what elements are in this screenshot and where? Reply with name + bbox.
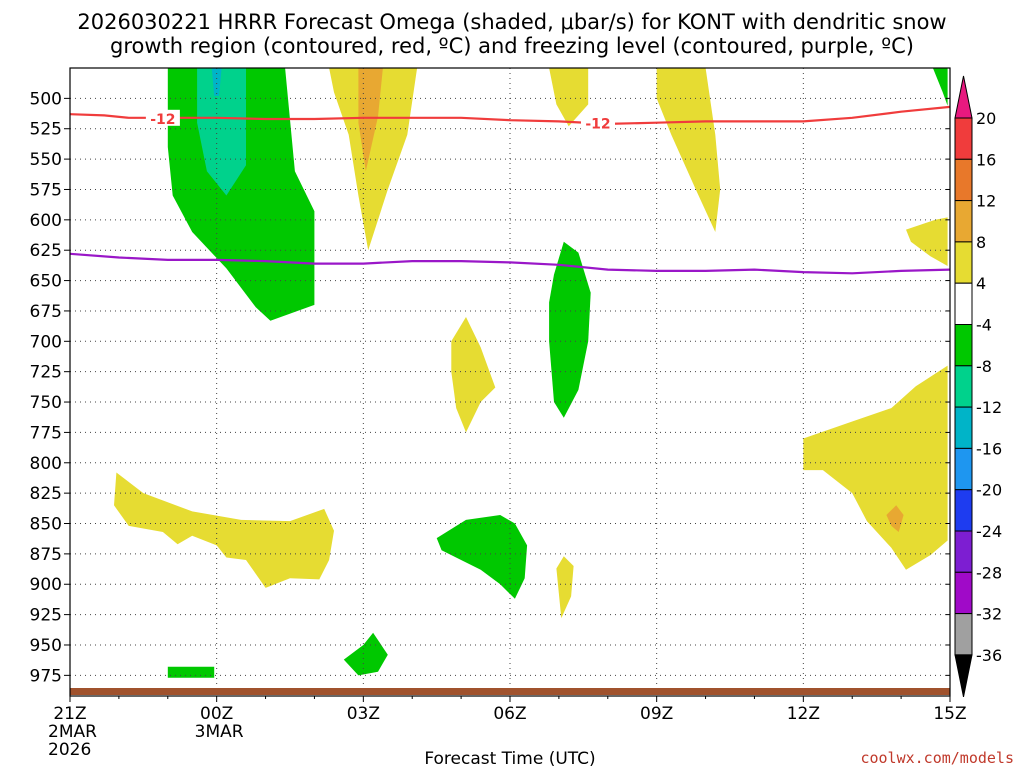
omega-region-7 [906,217,948,266]
x-year-label-2026: 2026 [48,740,91,760]
colorbar-swatch-13 [954,613,973,656]
colorbar-label-16: 16 [976,150,996,169]
pressure-axis: 500 525 550 575 600 625 650 675 700 725 750 775 800 8… [30,89,950,686]
omega-region-4 [358,68,383,172]
y-tick-label-525: 525 [30,120,62,140]
y-tick-label-800: 800 [30,454,62,474]
x-tick-label-09Z: 09Z [640,704,673,724]
ground-surface-bar [70,688,950,695]
x-tick-label-06Z: 06Z [493,704,526,724]
y-tick-label-900: 900 [30,575,62,595]
omega-region-2 [211,68,222,96]
omega-region-8 [932,68,948,106]
x-tick-label-00Z: 00Z [200,704,233,724]
y-tick-label-625: 625 [30,241,62,261]
y-tick-label-500: 500 [30,89,62,109]
omega-region-11 [114,472,334,588]
omega-region-12 [436,515,528,599]
x-tick-label-15Z: 15Z [933,704,966,724]
omega-region-1 [197,68,246,196]
x-tick-label-12Z: 12Z [787,704,820,724]
colorbar-label--20: -20 [976,481,1002,500]
colorbar-label-12: 12 [976,192,996,211]
colorbar-swatch-5 [954,282,973,326]
contour-label-bg [581,114,615,131]
y-tick-label-650: 650 [30,272,62,292]
colorbar-swatch-8 [954,406,973,449]
dendritic-contour-label-0: -12 [150,112,175,128]
y-tick-label-750: 750 [30,393,62,413]
colorbar-top-arrow [954,75,973,119]
colorbar-swatch-12 [954,571,973,615]
colorbar-label--32: -32 [976,605,1002,624]
omega-region-16 [803,365,948,570]
x-tick-label-21Z: 21Z [53,704,86,724]
y-tick-label-925: 925 [30,606,62,626]
colorbar-label--28: -28 [976,563,1002,582]
y-tick-label-575: 575 [30,180,62,200]
omega-region-17 [886,505,904,532]
colorbar-swatch-6 [954,324,973,367]
colorbar-label-8: 8 [976,233,986,252]
colorbar-swatch-10 [954,489,973,532]
y-tick-label-875: 875 [30,545,62,565]
omega-region-5 [549,68,589,127]
dendritic-contour-label-1: -12 [585,117,610,133]
omega-region-15 [167,666,215,678]
y-tick-label-975: 975 [30,666,62,686]
colorbar-label-20: 20 [976,109,996,128]
colorbar-label--4: -4 [976,316,992,335]
y-tick-label-700: 700 [30,332,62,352]
colorbar-swatch-1 [954,117,973,160]
colorbar-label--12: -12 [976,398,1002,417]
credit-text: coolwx.com/models [860,749,1014,767]
y-tick-label-725: 725 [30,363,62,383]
omega-shading-layer [114,68,948,678]
colorbar-legend: 20 16 12 8 4 -4 -8 -12 -16 -20 -24 -28 -32 -36 [954,75,1002,697]
y-tick-label-600: 600 [30,211,62,231]
omega-region-9 [549,241,591,418]
y-tick-label-550: 550 [30,150,62,170]
colorbar-label--8: -8 [976,357,992,376]
colorbar-label--24: -24 [976,522,1002,541]
colorbar-swatch-2 [954,158,973,202]
colorbar-bottom-arrow [954,654,973,697]
colorbar-swatch-7 [954,365,973,408]
colorbar-label--36: -36 [976,646,1002,665]
y-tick-label-775: 775 [30,423,62,443]
omega-region-10 [451,317,496,433]
y-tick-label-825: 825 [30,484,62,504]
chart-title-line-2: growth region (contoured, red, ºC) and f… [110,34,914,58]
colorbar-label--16: -16 [976,439,1002,458]
colorbar-label-4: 4 [976,274,986,293]
x-axis-label: Forecast Time (UTC) [424,749,595,768]
omega-region-13 [556,556,574,619]
y-tick-label-675: 675 [30,302,62,322]
omega-region-3 [329,68,418,251]
x-tick-label-03Z: 03Z [347,704,380,724]
colorbar-swatch-9 [954,447,973,491]
colorbar-swatch-4 [954,241,973,284]
omega-region-6 [656,68,721,232]
gridlines [70,68,950,696]
x-date-label-2MAR: 2MAR [48,722,97,742]
y-tick-label-950: 950 [30,636,62,656]
y-tick-label-850: 850 [30,515,62,535]
freezing-level-contour-line [70,252,950,275]
colorbar-swatch-11 [954,530,973,573]
contour-label-bg [145,109,180,126]
colorbar-swatch-3 [954,200,973,243]
contour-layer: -12 -12 [70,105,950,275]
x-date-label-3MAR: 3MAR [195,722,244,742]
chart-title-line-1: 2026030221 HRRR Forecast Omega (shaded, … [77,10,946,34]
omega-region-14 [343,632,388,676]
